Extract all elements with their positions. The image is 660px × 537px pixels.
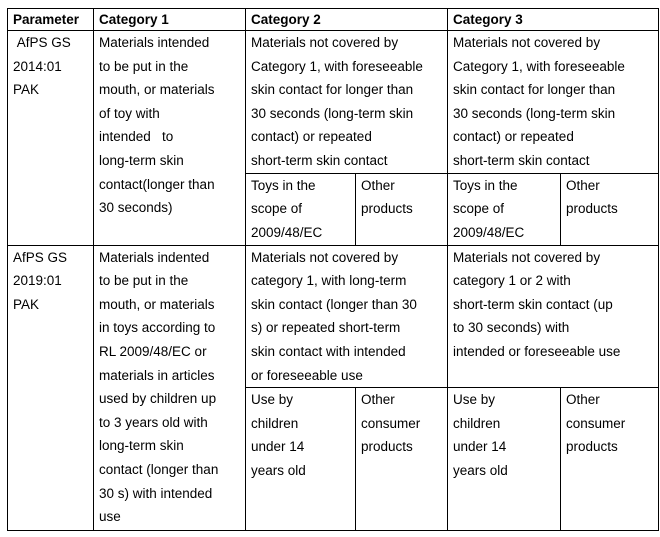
column-header-category2: Category 2 xyxy=(245,8,448,31)
category3-other-products-cell-afps-2014: Other products xyxy=(560,172,659,246)
category3-desc-cell-afps-2014: Materials not covered by Category 1, wit… xyxy=(447,30,659,174)
table-row-afps-2019-subcategories: Use by children under 14 years old Other… xyxy=(8,387,659,532)
column-header-parameter: Parameter xyxy=(7,8,94,31)
category2-children-use-cell-afps-2019: Use by children under 14 years old xyxy=(245,387,356,532)
pak-category-comparison-table: Parameter Category 1 Category 2 Category… xyxy=(7,8,659,532)
parameter-cell-afps-2014: AfPS GS 2014:01 PAK xyxy=(7,30,94,246)
table-row-afps-2014-desc: AfPS GS 2014:01 PAK Materials intended t… xyxy=(7,30,659,246)
category2-other-products-cell-afps-2014: Other products xyxy=(355,172,448,246)
category1-cell-afps-2019: Materials indented to be put in the mout… xyxy=(93,244,246,532)
category2-other-consumer-cell-afps-2019: Other consumer products xyxy=(355,387,448,532)
category3-children-use-cell-afps-2019: Use by children under 14 years old xyxy=(447,387,561,532)
category2-toys-scope-cell-afps-2014: Toys in the scope of 2009/48/EC xyxy=(245,172,356,246)
column-header-category3: Category 3 xyxy=(447,8,659,31)
table-row-afps-2019-desc: AfPS GS 2019:01 PAK Materials indented t… xyxy=(7,244,659,532)
category2-desc-cell-afps-2014: Materials not covered by Category 1, wit… xyxy=(245,30,448,174)
category3-desc-cell-afps-2019: Materials not covered by category 1 or 2… xyxy=(447,244,659,389)
category3-toys-scope-cell-afps-2014: Toys in the scope of 2009/48/EC xyxy=(447,172,561,246)
table-row-afps-2014-subcategories: Toys in the scope of 2009/48/EC Other pr… xyxy=(8,172,659,246)
table-header-row: Parameter Category 1 Category 2 Category… xyxy=(7,8,659,31)
category2-desc-cell-afps-2019: Materials not covered by category 1, wit… xyxy=(245,244,448,389)
category1-cell-afps-2014: Materials intended to be put in the mout… xyxy=(93,30,246,246)
parameter-cell-afps-2019: AfPS GS 2019:01 PAK xyxy=(7,244,94,532)
category3-other-consumer-cell-afps-2019: Other consumer products xyxy=(560,387,659,532)
column-header-category1: Category 1 xyxy=(93,8,246,31)
